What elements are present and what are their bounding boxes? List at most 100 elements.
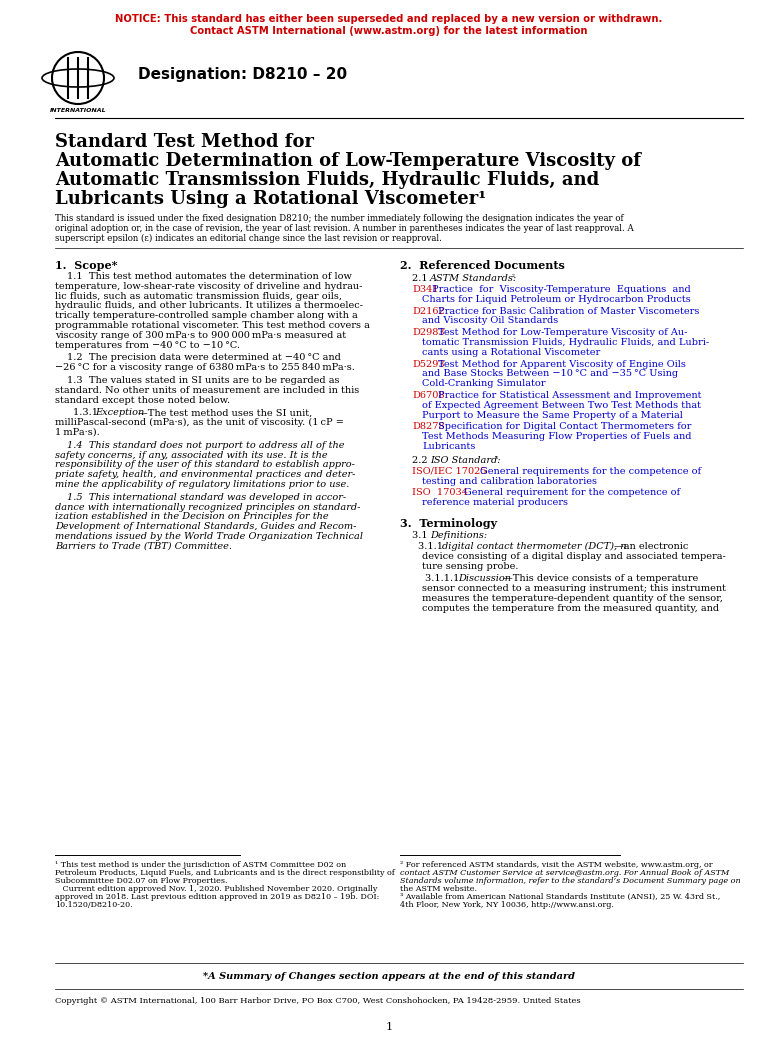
Text: 10.1520/D8210-20.: 10.1520/D8210-20. (55, 902, 132, 909)
Text: lic fluids, such as automatic transmission fluids, gear oils,: lic fluids, such as automatic transmissi… (55, 291, 342, 301)
Text: INTERNATIONAL: INTERNATIONAL (50, 108, 107, 113)
Text: Definitions:: Definitions: (430, 531, 487, 540)
Text: approved in 2018. Last previous edition approved in 2019 as D8210 – 19b. DOI:: approved in 2018. Last previous edition … (55, 893, 380, 902)
Text: temperature, low-shear-rate viscosity of driveline and hydrau-: temperature, low-shear-rate viscosity of… (55, 282, 363, 290)
Text: 3.  Terminology: 3. Terminology (400, 518, 497, 529)
Text: and Base Stocks Between −10 °C and −35 °C Using: and Base Stocks Between −10 °C and −35 °… (422, 370, 678, 378)
Text: D8278: D8278 (412, 423, 444, 431)
Text: Practice for Statistical Assessment and Improvement: Practice for Statistical Assessment and … (438, 391, 702, 400)
Text: superscript epsilon (ε) indicates an editorial change since the last revision or: superscript epsilon (ε) indicates an edi… (55, 234, 442, 244)
Text: sensor connected to a measuring instrument; this instrument: sensor connected to a measuring instrume… (422, 584, 726, 593)
Text: Subcommittee D02.07 on Flow Properties.: Subcommittee D02.07 on Flow Properties. (55, 877, 227, 885)
Text: 2.2: 2.2 (412, 456, 434, 464)
Text: 1.2  The precision data were determined at −40 °C and: 1.2 The precision data were determined a… (67, 353, 341, 362)
Text: safety concerns, if any, associated with its use. It is the: safety concerns, if any, associated with… (55, 451, 328, 459)
Text: mine the applicability of regulatory limitations prior to use.: mine the applicability of regulatory lim… (55, 480, 349, 489)
Text: reference material producers: reference material producers (422, 499, 568, 507)
Text: ture sensing probe.: ture sensing probe. (422, 561, 518, 570)
Text: standard. No other units of measurement are included in this: standard. No other units of measurement … (55, 386, 359, 395)
Text: hydraulic fluids, and other lubricants. It utilizes a thermoelec-: hydraulic fluids, and other lubricants. … (55, 302, 363, 310)
Text: dance with internationally recognized principles on standard-: dance with internationally recognized pr… (55, 503, 360, 511)
Text: contact ASTM Customer Service at service@astm.org. For Annual Book of ASTM: contact ASTM Customer Service at service… (400, 869, 729, 877)
Text: Petroleum Products, Liquid Fuels, and Lubricants and is the direct responsibilit: Petroleum Products, Liquid Fuels, and Lu… (55, 869, 394, 877)
Text: priate safety, health, and environmental practices and deter-: priate safety, health, and environmental… (55, 471, 356, 479)
Text: 1.  Scope*: 1. Scope* (55, 260, 117, 271)
Text: ization established in the Decision on Principles for the: ization established in the Decision on P… (55, 512, 328, 522)
Text: Charts for Liquid Petroleum or Hydrocarbon Products: Charts for Liquid Petroleum or Hydrocarb… (422, 295, 691, 304)
Text: D341: D341 (412, 285, 439, 294)
Text: original adoption or, in the case of revision, the year of last revision. A numb: original adoption or, in the case of rev… (55, 224, 634, 233)
Text: This standard is issued under the fixed designation D8210; the number immediatel: This standard is issued under the fixed … (55, 214, 624, 223)
Text: ² For referenced ASTM standards, visit the ASTM website, www.astm.org, or: ² For referenced ASTM standards, visit t… (400, 861, 713, 869)
Text: computes the temperature from the measured quantity, and: computes the temperature from the measur… (422, 604, 719, 613)
Text: testing and calibration laboratories: testing and calibration laboratories (422, 477, 597, 485)
Text: Exception: Exception (95, 408, 144, 417)
Text: temperatures from −40 °C to −10 °C.: temperatures from −40 °C to −10 °C. (55, 340, 240, 350)
Text: —This device consists of a temperature: —This device consists of a temperature (503, 575, 698, 583)
Text: 1.3.1: 1.3.1 (73, 408, 104, 417)
Text: 1.1  This test method automates the determination of low: 1.1 This test method automates the deter… (67, 272, 352, 281)
Text: General requirement for the competence of: General requirement for the competence o… (464, 488, 680, 498)
Text: Standards volume information, refer to the standard’s Document Summary page on: Standards volume information, refer to t… (400, 877, 741, 885)
Text: and Viscosity Oil Standards: and Viscosity Oil Standards (422, 316, 559, 326)
Text: standard except those noted below.: standard except those noted below. (55, 396, 230, 405)
Text: —an electronic: —an electronic (614, 542, 689, 551)
Text: ISO  17034: ISO 17034 (412, 488, 468, 498)
Text: 1: 1 (385, 1022, 393, 1032)
Text: Automatic Transmission Fluids, Hydraulic Fluids, and: Automatic Transmission Fluids, Hydraulic… (55, 171, 599, 189)
Text: Specification for Digital Contact Thermometers for: Specification for Digital Contact Thermo… (438, 423, 692, 431)
Text: responsibility of the user of this standard to establish appro-: responsibility of the user of this stand… (55, 460, 355, 469)
Text: General requirements for the competence of: General requirements for the competence … (480, 466, 701, 476)
Text: 3.1.1: 3.1.1 (418, 542, 449, 551)
Text: Cold-Cranking Simulator: Cold-Cranking Simulator (422, 379, 545, 388)
Text: D5293: D5293 (412, 359, 444, 369)
Text: Lubricants Using a Rotational Viscometer¹: Lubricants Using a Rotational Viscometer… (55, 191, 486, 208)
Text: ¹ This test method is under the jurisdiction of ASTM Committee D02 on: ¹ This test method is under the jurisdic… (55, 861, 346, 869)
Text: milliPascal-second (mPa·s), as the unit of viscosity. (1 cP =: milliPascal-second (mPa·s), as the unit … (55, 418, 344, 427)
Text: 1 mPa·s).: 1 mPa·s). (55, 428, 100, 437)
Text: Current edition approved Nov. 1, 2020. Published November 2020. Originally: Current edition approved Nov. 1, 2020. P… (55, 885, 377, 893)
Text: of Expected Agreement Between Two Test Methods that: of Expected Agreement Between Two Test M… (422, 401, 701, 410)
Text: D2162: D2162 (412, 307, 445, 315)
Text: ISO/IEC 17025: ISO/IEC 17025 (412, 466, 486, 476)
Text: D2983: D2983 (412, 328, 444, 337)
Text: ISO Standard:: ISO Standard: (430, 456, 500, 464)
Text: Purport to Measure the Same Property of a Material: Purport to Measure the Same Property of … (422, 410, 683, 420)
Text: ³: ³ (495, 456, 498, 464)
Text: Practice for Basic Calibration of Master Viscometers: Practice for Basic Calibration of Master… (438, 307, 699, 315)
Text: ASTM Standards:: ASTM Standards: (430, 274, 517, 283)
Text: device consisting of a digital display and associated tempera-: device consisting of a digital display a… (422, 552, 726, 561)
Text: digital contact thermometer (DCT), n: digital contact thermometer (DCT), n (442, 542, 626, 551)
Text: cants using a Rotational Viscometer: cants using a Rotational Viscometer (422, 348, 601, 357)
Text: 2.1: 2.1 (412, 274, 434, 283)
Text: 3.1: 3.1 (412, 531, 434, 540)
Text: tomatic Transmission Fluids, Hydraulic Fluids, and Lubri-: tomatic Transmission Fluids, Hydraulic F… (422, 338, 709, 347)
Text: NOTICE: This standard has either been superseded and replaced by a new version o: NOTICE: This standard has either been su… (115, 14, 663, 24)
Text: 1.5  This international standard was developed in accor-: 1.5 This international standard was deve… (67, 492, 346, 502)
Text: ³ Available from American National Standards Institute (ANSI), 25 W. 43rd St.,: ³ Available from American National Stand… (400, 893, 720, 902)
Text: Lubricants: Lubricants (422, 442, 475, 451)
Text: Barriers to Trade (TBT) Committee.: Barriers to Trade (TBT) Committee. (55, 541, 232, 551)
Text: programmable rotational viscometer. This test method covers a: programmable rotational viscometer. This… (55, 321, 370, 330)
Text: 4th Floor, New York, NY 10036, http://www.ansi.org.: 4th Floor, New York, NY 10036, http://ww… (400, 902, 614, 909)
Text: Discussion: Discussion (458, 575, 511, 583)
Text: Test Method for Apparent Viscosity of Engine Oils: Test Method for Apparent Viscosity of En… (438, 359, 686, 369)
Text: trically temperature-controlled sample chamber along with a: trically temperature-controlled sample c… (55, 311, 358, 321)
Text: 3.1.1.1: 3.1.1.1 (425, 575, 465, 583)
Text: Designation: D8210 – 20: Designation: D8210 – 20 (138, 67, 347, 82)
Text: viscosity range of 300 mPa·s to 900 000 mPa·s measured at: viscosity range of 300 mPa·s to 900 000 … (55, 331, 346, 339)
Text: *A Summary of Changes section appears at the end of this standard: *A Summary of Changes section appears at… (203, 972, 575, 981)
Text: mendations issued by the World Trade Organization Technical: mendations issued by the World Trade Org… (55, 532, 363, 541)
Text: —The test method uses the SI unit,: —The test method uses the SI unit, (138, 408, 312, 417)
Text: ²: ² (512, 274, 515, 282)
Text: Automatic Determination of Low-Temperature Viscosity of: Automatic Determination of Low-Temperatu… (55, 152, 641, 170)
Text: Practice  for  Viscosity-Temperature  Equations  and: Practice for Viscosity-Temperature Equat… (432, 285, 691, 294)
Text: the ASTM website.: the ASTM website. (400, 885, 477, 893)
Text: Contact ASTM International (www.astm.org) for the latest information: Contact ASTM International (www.astm.org… (191, 26, 587, 36)
Text: Copyright © ASTM International, 100 Barr Harbor Drive, PO Box C700, West Conshoh: Copyright © ASTM International, 100 Barr… (55, 997, 580, 1005)
Text: Standard Test Method for: Standard Test Method for (55, 133, 314, 151)
Text: 2.  Referenced Documents: 2. Referenced Documents (400, 260, 565, 271)
Text: measures the temperature-dependent quantity of the sensor,: measures the temperature-dependent quant… (422, 594, 723, 603)
Text: 1.4  This standard does not purport to address all of the: 1.4 This standard does not purport to ad… (67, 440, 345, 450)
Text: D6708: D6708 (412, 391, 444, 400)
